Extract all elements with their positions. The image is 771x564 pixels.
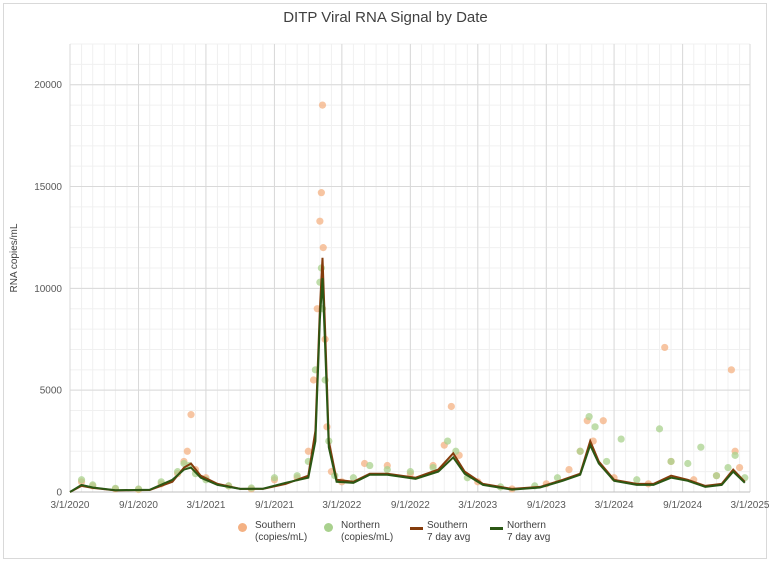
x-tick-label: 9/1/2022 (391, 500, 430, 511)
northern-point (406, 468, 414, 476)
northern-point (366, 461, 374, 470)
legend-label-line: (copies/mL) (255, 532, 308, 543)
southern-point (661, 343, 669, 352)
northern-point (712, 472, 721, 480)
southern-point (599, 417, 607, 425)
southern-point (447, 402, 455, 411)
y-tick-label: 15000 (34, 182, 62, 193)
northern-point (617, 435, 625, 443)
northern-point (603, 457, 611, 466)
northern-point (293, 472, 301, 480)
northern-point (270, 474, 279, 482)
x-tick-label: 9/1/2020 (119, 500, 158, 511)
x-tick-label: 9/1/2021 (255, 500, 294, 511)
x-tick-label: 3/1/2022 (322, 500, 361, 511)
southern-point (318, 101, 327, 109)
x-tick-label: 3/1/2024 (595, 500, 634, 511)
northern-point (731, 451, 739, 459)
legend-label-line: Southern (255, 520, 296, 531)
southern-point (304, 447, 312, 455)
northern-point (724, 463, 732, 472)
southern-point (735, 463, 744, 472)
legend-swatch (238, 523, 247, 532)
northern-point (77, 476, 86, 484)
x-tick-label: 9/1/2024 (663, 500, 702, 511)
x-tick-label: 3/1/2021 (186, 500, 225, 511)
legend-label-line: Northern (507, 520, 546, 531)
northern-point (383, 466, 391, 474)
southern-point (565, 466, 573, 474)
y-tick-label: 20000 (34, 80, 62, 91)
southern-point (317, 189, 325, 197)
northern-point (667, 457, 675, 466)
legend-label-line: 7 day avg (507, 532, 551, 543)
southern-point (183, 447, 191, 455)
northern-point (576, 447, 584, 455)
northern-point (349, 474, 357, 482)
legend-swatch (490, 527, 503, 530)
y-tick-label: 0 (56, 488, 62, 499)
x-tick-label: 3/1/2020 (51, 500, 90, 511)
chart-title: DITP Viral RNA Signal by Date (283, 9, 488, 26)
southern-point (309, 376, 318, 384)
legend-label-line: 7 day avg (427, 532, 471, 543)
y-tick-label: 5000 (40, 386, 63, 397)
northern-point (591, 423, 599, 431)
northern-avg-line (69, 278, 746, 493)
legend-swatch (324, 523, 333, 532)
northern-point (684, 459, 692, 468)
x-tick-label: 3/1/2025 (731, 500, 770, 511)
x-tick-label: 9/1/2023 (527, 500, 566, 511)
legend-label-line: Southern (427, 520, 468, 531)
northern-point (655, 425, 664, 433)
y-tick-label: 10000 (34, 284, 62, 295)
legend-label-line: (copies/mL) (341, 532, 394, 543)
northern-point (429, 463, 437, 472)
northern-point (553, 474, 562, 482)
northern-point (585, 413, 593, 421)
legend-swatch (410, 527, 423, 530)
x-tick-label: 3/1/2023 (458, 500, 497, 511)
southern-point (319, 244, 327, 252)
southern-point (727, 366, 735, 374)
southern-point (323, 423, 331, 431)
northern-point (444, 437, 452, 445)
northern-point (697, 443, 705, 451)
southern-avg-line (69, 257, 746, 493)
southern-point (187, 411, 195, 419)
legend-label-line: Northern (341, 520, 380, 531)
northern-point (633, 476, 641, 484)
southern-point (316, 217, 324, 225)
